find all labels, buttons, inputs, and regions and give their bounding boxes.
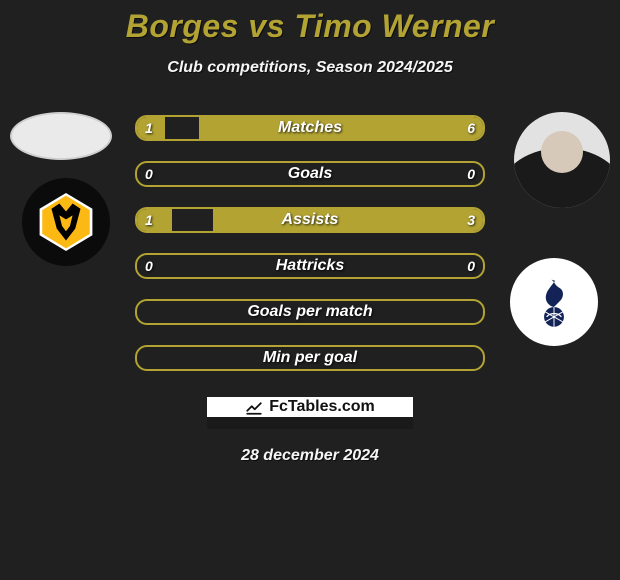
bar-row-assists: 1 Assists 3 [135, 207, 485, 233]
bar-value-left: 0 [145, 258, 153, 274]
footer-date: 28 december 2024 [0, 447, 620, 465]
fctables-brand[interactable]: FcTables.com [207, 391, 413, 435]
page-title: Borges vs Timo Werner [0, 8, 620, 45]
left-player-avatar [10, 112, 112, 160]
bar-fill-right [213, 209, 483, 231]
bar-fill-left [137, 209, 172, 231]
bar-value-right: 0 [467, 258, 475, 274]
stat-bars: 1 Matches 6 0 Goals 0 1 Assists 3 0 Hatt… [135, 115, 485, 371]
chart-icon [245, 398, 263, 416]
bar-fill-right [199, 117, 483, 139]
fctables-brand-inner: FcTables.com [207, 397, 413, 429]
bar-row-hattricks: 0 Hattricks 0 [135, 253, 485, 279]
player-avatar-placeholder-left [10, 112, 112, 160]
bar-label: Goals per match [137, 303, 483, 321]
bar-label: Min per goal [137, 349, 483, 367]
left-club-badge [22, 178, 110, 266]
bar-value-right: 0 [467, 166, 475, 182]
right-club-badge [510, 258, 598, 346]
spurs-badge-icon [510, 258, 598, 346]
bar-label: Goals [137, 165, 483, 183]
bar-row-goals-per-match: Goals per match [135, 299, 485, 325]
bar-row-min-per-goal: Min per goal [135, 345, 485, 371]
bar-row-goals: 0 Goals 0 [135, 161, 485, 187]
bar-row-matches: 1 Matches 6 [135, 115, 485, 141]
player-avatar-placeholder-right [514, 112, 610, 208]
fctables-label: FcTables.com [269, 398, 375, 416]
bar-fill-left [137, 117, 165, 139]
comparison-card: Borges vs Timo Werner Club competitions,… [0, 0, 620, 580]
wolves-logo-icon [33, 189, 99, 255]
wolves-badge-icon [22, 178, 110, 266]
spurs-logo-icon [523, 271, 585, 333]
bar-label: Hattricks [137, 257, 483, 275]
right-player-avatar [514, 112, 610, 208]
subtitle: Club competitions, Season 2024/2025 [0, 59, 620, 77]
bar-value-left: 0 [145, 166, 153, 182]
